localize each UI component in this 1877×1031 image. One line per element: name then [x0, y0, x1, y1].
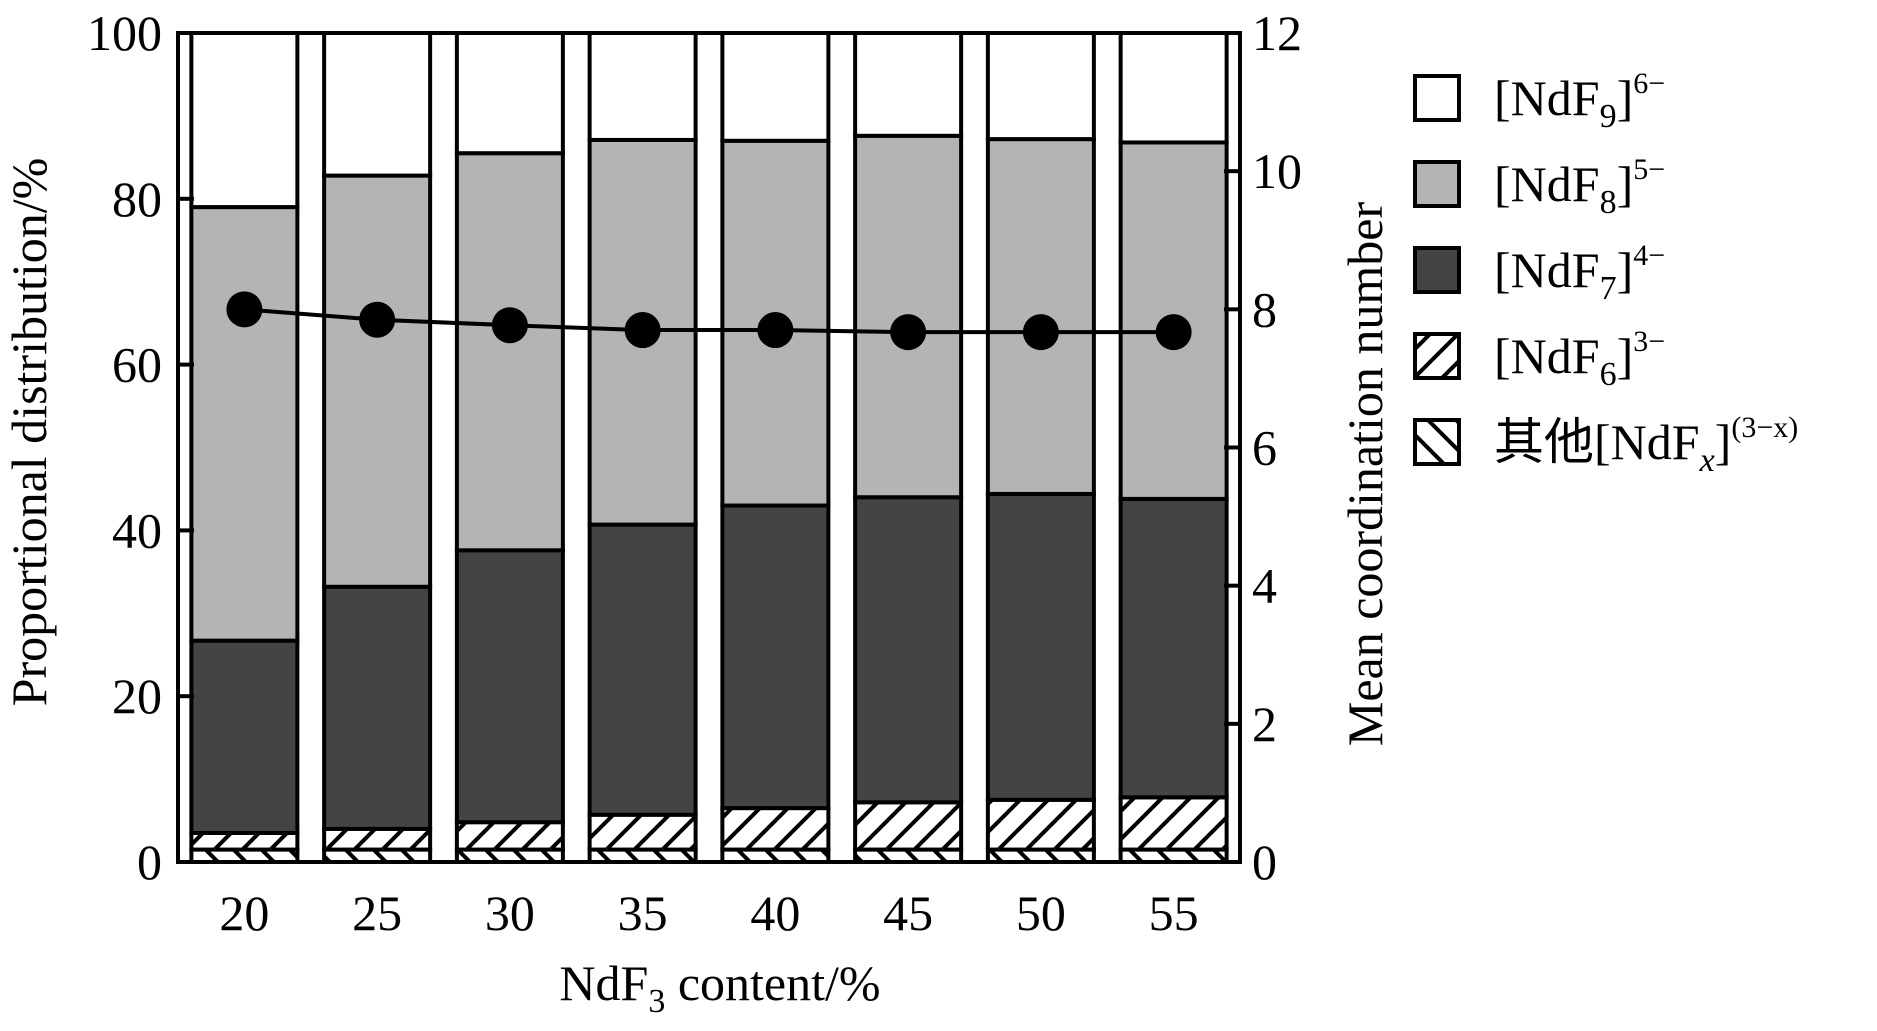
legend-swatch-1 [1413, 160, 1461, 208]
bar-segment-50-series-4 [985, 31, 1096, 142]
mean-coordination-point-30 [491, 307, 528, 344]
bar-segment-45-series-4 [853, 31, 964, 138]
left-tick-label-40: 40 [112, 502, 162, 558]
legend-swatch-0 [1413, 74, 1461, 122]
left-tick-label-80: 80 [112, 171, 162, 227]
legend: [NdF9]6− [NdF8]5− [NdF7]4− [NdF6]3− 其他[NdFx]… [1413, 67, 1798, 479]
x-tick-label-30: 30 [485, 885, 535, 941]
bar-segment-30-series-4 [454, 31, 565, 156]
left-tick-label-60: 60 [112, 337, 162, 393]
bar-segment-50-series-2 [985, 491, 1096, 802]
mean-coordination-polyline [244, 307, 1174, 335]
x-tick-label-25: 25 [352, 885, 402, 941]
legend-entry-1: [NdF8]5− [1494, 153, 1665, 221]
right-tick-label-12: 12 [1252, 5, 1302, 61]
mean-coordination-point-20 [226, 291, 263, 328]
bar-segment-30-series-3 [454, 151, 565, 553]
x-tick-label-50: 50 [1016, 885, 1066, 941]
bar-segment-25-series-2 [322, 584, 433, 831]
bar-segment-35-series-2 [587, 522, 698, 817]
left-y-axis: 0 20 40 60 80 100 [87, 5, 194, 890]
bar-segment-45-series-1 [853, 800, 964, 852]
bar-segment-20-series-3 [189, 205, 300, 643]
legend-entry-0: [NdF9]6− [1494, 67, 1665, 135]
bar-segment-25-series-1 [322, 826, 433, 852]
x-axis-label: NdF3 content/% [559, 955, 880, 1020]
bar-segment-35-series-1 [587, 812, 698, 852]
right-tick-label-4: 4 [1252, 558, 1277, 614]
bar-segment-55-series-4 [1118, 31, 1229, 145]
mean-coordination-point-35 [624, 312, 661, 349]
bar-segment-30-series-1 [454, 820, 565, 852]
right-tick-label-8: 8 [1252, 281, 1277, 337]
x-tick-label-40: 40 [750, 885, 800, 941]
mean-coordination-point-45 [890, 314, 927, 351]
left-tick-label-0: 0 [137, 834, 162, 890]
legend-entry-4: 其他[NdFx](3−x) [1494, 411, 1798, 479]
bar-segment-55-series-1 [1118, 795, 1229, 852]
right-y-axis: 0 2 4 6 8 10 12 [1224, 5, 1302, 890]
bar-segment-40-series-1 [720, 806, 831, 852]
legend-entry-2: [NdF7]4− [1494, 239, 1665, 307]
bar-segment-50-series-1 [985, 797, 1096, 852]
bar-segment-40-series-4 [720, 31, 831, 143]
mean-coordination-point-55 [1155, 314, 1192, 351]
x-axis: 20 25 30 35 40 45 50 55 [219, 885, 1198, 941]
right-tick-label-2: 2 [1252, 696, 1277, 752]
bar-segment-30-series-2 [454, 548, 565, 825]
bar-segment-20-series-1 [189, 830, 300, 852]
x-tick-label-45: 45 [883, 885, 933, 941]
bar-segment-35-series-4 [587, 31, 698, 142]
bar-group [189, 31, 1229, 865]
legend-swatch-4 [1413, 418, 1461, 466]
left-tick-label-20: 20 [112, 668, 162, 724]
right-tick-label-6: 6 [1252, 420, 1277, 476]
legend-entry-3: [NdF6]3− [1494, 325, 1665, 393]
left-y-axis-label: Proportional distribution/% [1, 158, 57, 707]
left-tick-label-100: 100 [87, 5, 162, 61]
bar-segment-20-series-4 [189, 31, 300, 210]
mean-coordination-point-50 [1022, 314, 1059, 351]
bar-segment-40-series-2 [720, 503, 831, 811]
legend-swatch-2 [1413, 246, 1461, 294]
bar-segment-25-series-3 [322, 173, 433, 589]
right-tick-label-10: 10 [1252, 143, 1302, 199]
mean-coordination-line [226, 291, 1192, 351]
bar-segment-25-series-4 [322, 31, 433, 178]
legend-swatch-3 [1413, 332, 1461, 380]
x-tick-label-55: 55 [1149, 885, 1199, 941]
bar-segment-45-series-2 [853, 495, 964, 805]
x-tick-label-35: 35 [618, 885, 668, 941]
bar-segment-20-series-2 [189, 638, 300, 835]
right-y-axis-label: Mean coordination number [1337, 202, 1393, 747]
mean-coordination-point-40 [757, 312, 794, 349]
right-tick-label-0: 0 [1252, 834, 1277, 890]
mean-coordination-point-25 [359, 301, 396, 338]
bar-segment-55-series-2 [1118, 496, 1229, 800]
x-tick-label-20: 20 [219, 885, 269, 941]
